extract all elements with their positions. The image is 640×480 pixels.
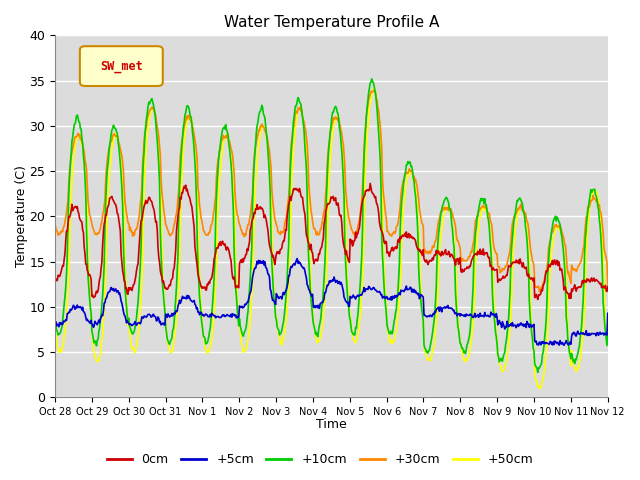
+5cm (174, 303, 182, 309)
0cm (204, 281, 211, 287)
+50cm (604, 331, 612, 337)
+30cm (536, 289, 544, 295)
0cm (51, 276, 59, 282)
+5cm (61, 319, 69, 324)
+50cm (399, 207, 407, 213)
+10cm (415, 280, 423, 286)
+30cm (604, 287, 612, 292)
+10cm (204, 340, 211, 346)
Line: +30cm: +30cm (55, 91, 608, 292)
+50cm (61, 331, 69, 336)
Title: Water Temperature Profile A: Water Temperature Profile A (224, 15, 439, 30)
Line: 0cm: 0cm (55, 183, 608, 300)
+5cm (118, 300, 125, 306)
0cm (604, 284, 612, 290)
0cm (415, 248, 423, 254)
+5cm (51, 322, 59, 328)
+30cm (399, 178, 407, 183)
+10cm (368, 76, 376, 82)
0cm (366, 180, 374, 186)
+10cm (174, 252, 182, 258)
+30cm (204, 232, 211, 238)
0cm (399, 233, 407, 239)
X-axis label: Time: Time (316, 419, 347, 432)
Y-axis label: Temperature (C): Temperature (C) (15, 166, 28, 267)
+30cm (118, 153, 125, 159)
+10cm (534, 370, 541, 375)
+50cm (174, 296, 182, 301)
+5cm (604, 311, 612, 316)
0cm (174, 213, 182, 219)
Line: +10cm: +10cm (55, 79, 608, 372)
+30cm (369, 88, 377, 94)
+30cm (174, 195, 182, 201)
+50cm (370, 85, 378, 91)
+30cm (51, 222, 59, 228)
+50cm (536, 386, 544, 392)
+50cm (118, 172, 125, 178)
Line: +5cm: +5cm (55, 259, 608, 345)
+30cm (61, 219, 69, 225)
+5cm (293, 256, 301, 262)
+30cm (415, 206, 423, 212)
+50cm (415, 239, 423, 244)
+5cm (415, 296, 423, 301)
Line: +50cm: +50cm (55, 88, 608, 389)
+10cm (61, 294, 69, 300)
Text: SW_met: SW_met (100, 60, 143, 72)
+5cm (204, 312, 211, 318)
0cm (61, 251, 69, 256)
+5cm (560, 342, 568, 348)
+10cm (118, 185, 125, 191)
+50cm (51, 324, 59, 329)
+10cm (604, 328, 612, 334)
Legend: 0cm, +5cm, +10cm, +30cm, +50cm: 0cm, +5cm, +10cm, +30cm, +50cm (102, 448, 538, 471)
+10cm (399, 183, 407, 189)
+5cm (399, 288, 407, 294)
+50cm (204, 350, 211, 356)
FancyBboxPatch shape (80, 46, 163, 86)
0cm (118, 259, 125, 265)
0cm (534, 297, 541, 302)
+10cm (51, 317, 59, 323)
